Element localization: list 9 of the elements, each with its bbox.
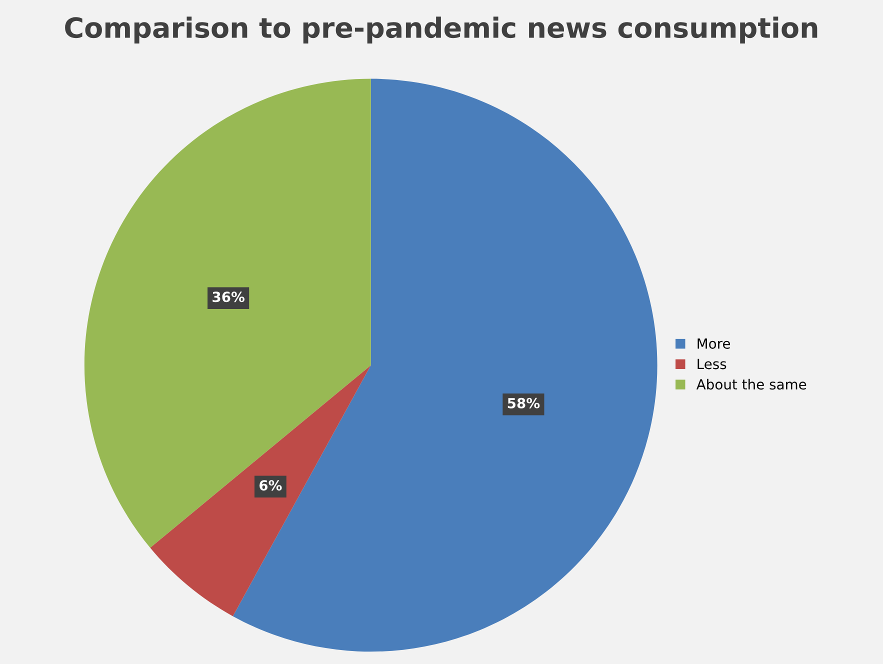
chart-title: Comparison to pre-pandemic news consumption (65, 16, 818, 44)
data-label: 58% (508, 398, 540, 408)
pie-slice (84, 78, 371, 548)
legend-label: More (698, 338, 730, 349)
data-label: 6% (260, 480, 282, 491)
legend-label: Less (698, 358, 726, 370)
data-label: 36% (212, 292, 244, 302)
pie-slice (150, 365, 371, 616)
legend-label: About the same (696, 378, 806, 390)
